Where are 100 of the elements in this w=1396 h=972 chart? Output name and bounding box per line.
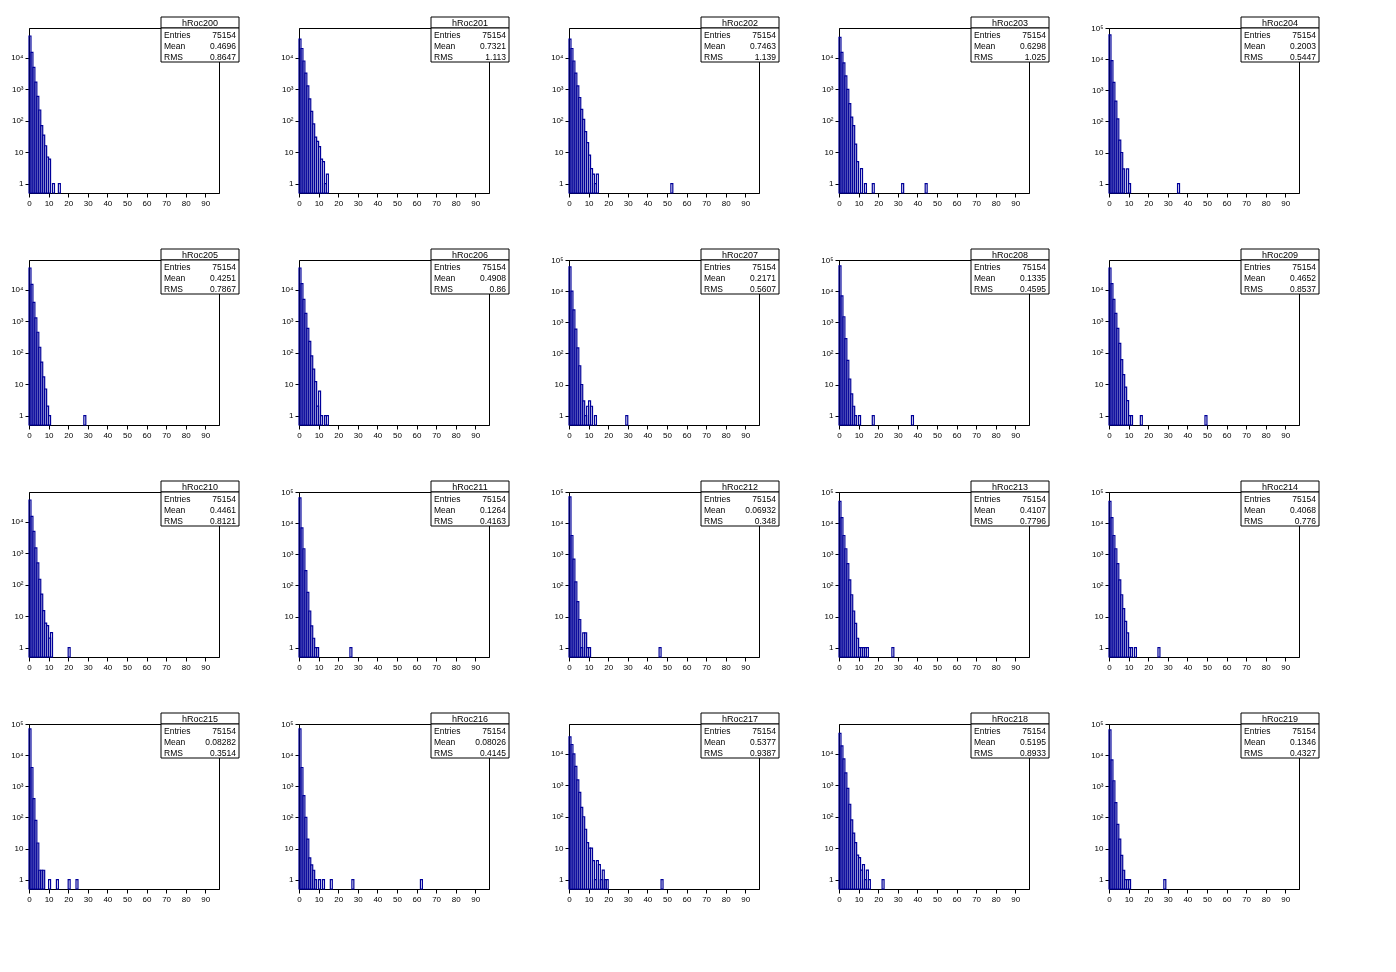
annotation: 75154 (482, 725, 507, 736)
annotation: Entries (164, 29, 191, 40)
y-tick-label: 10³ (821, 549, 834, 559)
annotation: RMS (1244, 51, 1264, 62)
chart-title: hRoc214 (1261, 481, 1299, 492)
annotation: 75154 (212, 29, 237, 40)
x-tick-label: 60 (412, 198, 423, 208)
annotation: 0.5195 (1020, 736, 1047, 747)
annotation: 75154 (1022, 29, 1047, 40)
x-tick-label: 20 (64, 662, 74, 672)
annotation: Entries (974, 261, 1001, 272)
x-tick-label: 90 (741, 662, 751, 672)
annotation: 0.2003 (1290, 40, 1317, 51)
annotation: 1.113 (485, 51, 507, 62)
x-tick-label: 20 (1144, 894, 1154, 904)
x-tick-label: 0 (1107, 894, 1113, 904)
annotation: Mean (974, 40, 996, 51)
annotation: 75154 (1292, 29, 1317, 40)
annotation: 0.7867 (210, 283, 237, 294)
x-tick-label: 90 (1281, 198, 1291, 208)
x-tick-label: 80 (451, 662, 462, 672)
x-tick-label: 30 (893, 662, 904, 672)
x-tick-label: 40 (103, 430, 113, 440)
annotation: 75154 (1022, 493, 1047, 504)
y-tick-label: 10³ (11, 84, 24, 94)
x-tick-label: 90 (1281, 430, 1291, 440)
x-tick-label: 10 (584, 430, 595, 440)
chart-title: hRoc215 (181, 713, 219, 724)
y-tick-label: 10⁴ (281, 285, 295, 295)
x-tick-label: 30 (1163, 894, 1174, 904)
x-tick-label: 50 (1202, 430, 1213, 440)
x-tick-label: 20 (1144, 198, 1154, 208)
x-tick-label: 50 (122, 894, 133, 904)
annotation: 0.06932 (745, 504, 777, 515)
x-tick-label: 70 (702, 662, 712, 672)
x-tick-label: 60 (952, 198, 963, 208)
y-tick-label: 10³ (821, 780, 834, 790)
chart-title: hRoc218 (991, 713, 1029, 724)
annotation: 75154 (482, 261, 507, 272)
x-tick-label: 0 (27, 430, 33, 440)
x-tick-label: 50 (932, 662, 943, 672)
annotation: 0.08026 (475, 736, 507, 747)
x-tick-label: 90 (471, 894, 481, 904)
x-tick-label: 0 (1107, 662, 1113, 672)
x-tick-label: 70 (972, 198, 982, 208)
x-tick-label: 50 (1202, 894, 1213, 904)
annotation: Entries (1244, 261, 1271, 272)
annotation: Mean (1244, 736, 1266, 747)
annotation: RMS (704, 283, 724, 294)
annotation: RMS (974, 747, 994, 758)
y-tick-label: 10³ (281, 549, 294, 559)
y-tick-label: 10² (1091, 348, 1104, 358)
y-tick-label: 10² (11, 580, 24, 590)
annotation: Entries (1244, 725, 1271, 736)
x-tick-label: 60 (1222, 198, 1233, 208)
x-tick-label: 0 (567, 662, 573, 672)
annotation: 75154 (752, 261, 777, 272)
y-tick-label: 1 (829, 875, 835, 885)
y-tick-label: 10⁵ (1091, 23, 1104, 33)
chart-title: hRoc202 (721, 17, 759, 28)
x-tick-label: 40 (373, 198, 383, 208)
annotation: RMS (1244, 283, 1264, 294)
x-tick-label: 90 (1011, 894, 1021, 904)
chart-title: hRoc208 (991, 249, 1029, 260)
x-tick-label: 10 (1124, 894, 1135, 904)
annotation: RMS (164, 747, 184, 758)
y-tick-label: 1 (1099, 179, 1105, 189)
y-tick-label: 10 (824, 147, 835, 157)
y-tick-label: 10³ (281, 316, 294, 326)
y-tick-label: 10² (281, 116, 294, 126)
x-tick-label: 40 (643, 198, 653, 208)
y-tick-label: 1 (559, 643, 565, 653)
x-tick-label: 70 (432, 662, 442, 672)
y-tick-label: 10³ (1091, 85, 1104, 95)
annotation: RMS (434, 283, 454, 294)
x-tick-label: 80 (451, 894, 462, 904)
y-tick-label: 10⁴ (281, 750, 295, 760)
annotation: Entries (704, 493, 731, 504)
x-tick-label: 90 (471, 662, 481, 672)
y-tick-label: 10⁴ (11, 750, 25, 760)
annotation: Entries (434, 29, 461, 40)
x-tick-label: 50 (932, 430, 943, 440)
annotation: Mean (704, 272, 726, 283)
x-tick-label: 10 (584, 662, 595, 672)
x-tick-label: 60 (142, 894, 153, 904)
x-tick-label: 70 (702, 430, 712, 440)
x-tick-label: 30 (1163, 662, 1174, 672)
y-tick-label: 10 (554, 147, 565, 157)
x-tick-label: 90 (1011, 198, 1021, 208)
y-tick-label: 10⁵ (551, 487, 564, 497)
y-tick-label: 10 (284, 612, 295, 621)
annotation: Entries (1244, 493, 1271, 504)
annotation: 0.4595 (1020, 283, 1047, 294)
annotation: 0.776 (1294, 515, 1317, 526)
x-tick-label: 40 (913, 894, 923, 904)
annotation: 1.139 (754, 51, 777, 62)
y-tick-label: 10² (1091, 116, 1104, 126)
annotation: Mean (164, 272, 186, 283)
x-tick-label: 70 (972, 894, 982, 904)
y-tick-label: 10³ (821, 317, 834, 327)
